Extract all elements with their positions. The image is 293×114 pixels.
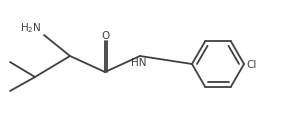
Text: H$_2$N: H$_2$N xyxy=(21,21,42,35)
Text: HN: HN xyxy=(131,57,147,67)
Text: O: O xyxy=(102,31,110,41)
Text: Cl: Cl xyxy=(246,60,256,69)
